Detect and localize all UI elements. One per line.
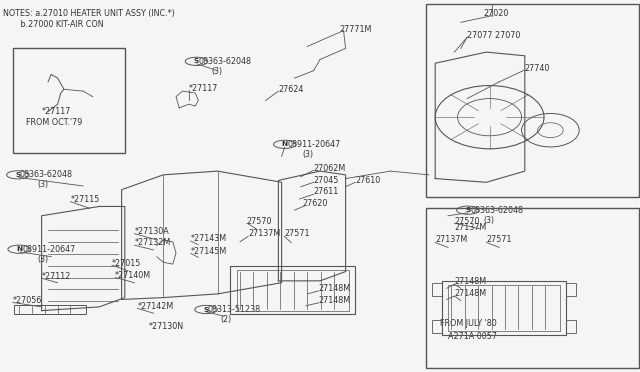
Text: *27143M: *27143M: [191, 234, 227, 243]
Bar: [432, 283, 442, 296]
Text: A271A 0057: A271A 0057: [448, 332, 497, 341]
Text: 27570: 27570: [246, 217, 272, 226]
Text: (3): (3): [484, 216, 495, 225]
Bar: [566, 320, 576, 333]
Text: *27130N: *27130N: [148, 322, 184, 331]
Text: (3): (3): [37, 255, 48, 264]
Text: S: S: [15, 172, 20, 178]
Text: *27117: *27117: [42, 107, 71, 116]
Text: 27137M: 27137M: [435, 235, 467, 244]
Text: 27610: 27610: [355, 176, 380, 185]
Text: 27570: 27570: [454, 217, 480, 226]
Text: 27620: 27620: [303, 199, 328, 208]
Bar: [13, 48, 125, 153]
Text: *27140M: *27140M: [115, 271, 151, 280]
Text: 27137M: 27137M: [454, 223, 486, 232]
Text: N: N: [282, 141, 288, 147]
Text: 27045: 27045: [314, 176, 339, 185]
Bar: [566, 283, 576, 296]
Text: 08363-62048: 08363-62048: [198, 57, 252, 66]
Text: 27771M: 27771M: [339, 25, 372, 34]
Bar: [426, 4, 639, 197]
Text: S: S: [465, 207, 470, 213]
Text: *27132M: *27132M: [134, 238, 171, 247]
Text: 27148M: 27148M: [454, 289, 486, 298]
Text: *27115: *27115: [70, 195, 100, 203]
Text: 08911-20647: 08911-20647: [22, 245, 76, 254]
Text: 27611: 27611: [314, 187, 339, 196]
Text: FROM JULY '80: FROM JULY '80: [440, 319, 497, 328]
Text: *27130A: *27130A: [134, 227, 169, 236]
Bar: [448, 285, 560, 331]
Text: (3): (3): [37, 180, 48, 189]
Text: 27148M: 27148M: [319, 284, 351, 293]
Text: 27062M: 27062M: [314, 164, 346, 173]
Text: *27056: *27056: [13, 296, 42, 305]
Bar: [442, 281, 566, 335]
Text: b.27000 KIT-AIR CON: b.27000 KIT-AIR CON: [3, 20, 104, 29]
Text: 08911-20647: 08911-20647: [288, 140, 341, 149]
Bar: [14, 305, 86, 314]
Text: *27142M: *27142M: [138, 302, 174, 311]
Text: 08363-62048: 08363-62048: [470, 206, 524, 215]
Text: 27077 27070: 27077 27070: [467, 31, 520, 40]
Text: (2): (2): [221, 315, 232, 324]
Text: S: S: [194, 58, 199, 64]
Text: 27137M: 27137M: [248, 229, 280, 238]
Text: FROM OCT.'79: FROM OCT.'79: [26, 118, 82, 126]
Bar: [230, 266, 355, 314]
Text: *27117: *27117: [189, 84, 218, 93]
Text: 08313-51238: 08313-51238: [208, 305, 261, 314]
Text: 27148M: 27148M: [319, 296, 351, 305]
Text: 27571: 27571: [284, 229, 310, 238]
Text: 27020: 27020: [483, 9, 509, 17]
Text: (3): (3): [211, 67, 222, 76]
Text: *27145M: *27145M: [191, 247, 227, 256]
Text: 27624: 27624: [278, 85, 304, 94]
Text: (3): (3): [303, 150, 314, 159]
Bar: [426, 208, 639, 368]
Text: 27740: 27740: [525, 64, 550, 73]
Bar: [432, 320, 442, 333]
Bar: [237, 270, 349, 311]
Text: 08363-62048: 08363-62048: [19, 170, 72, 179]
Text: *27112: *27112: [42, 272, 71, 280]
Text: *27015: *27015: [112, 259, 141, 267]
Text: 27148M: 27148M: [454, 278, 486, 286]
Text: N: N: [16, 246, 22, 252]
Text: NOTES: a.27010 HEATER UNIT ASSY (INC.*): NOTES: a.27010 HEATER UNIT ASSY (INC.*): [3, 9, 175, 17]
Text: 27571: 27571: [486, 235, 512, 244]
Text: S: S: [204, 307, 209, 312]
